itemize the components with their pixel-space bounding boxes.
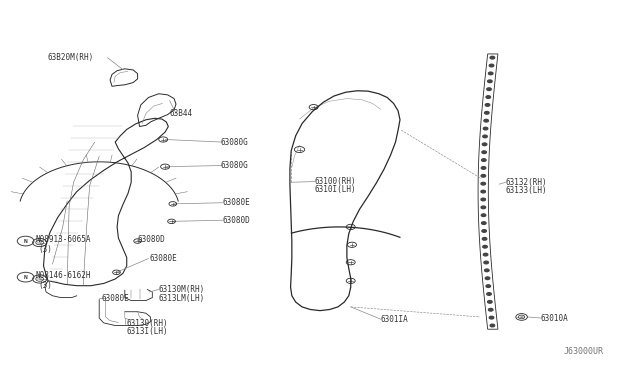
Circle shape <box>484 119 488 122</box>
Text: 63080G: 63080G <box>221 138 248 147</box>
Circle shape <box>487 88 492 90</box>
Circle shape <box>483 246 487 248</box>
Text: 6313I(LH): 6313I(LH) <box>127 327 168 336</box>
Text: 6301IA: 6301IA <box>381 315 408 324</box>
Text: 63B44: 63B44 <box>170 109 193 118</box>
Text: 63080E: 63080E <box>223 198 250 207</box>
Circle shape <box>490 56 495 59</box>
Circle shape <box>481 222 486 224</box>
Text: N: N <box>24 238 28 244</box>
Text: J63000UR: J63000UR <box>563 347 604 356</box>
Circle shape <box>488 72 493 75</box>
Text: (3): (3) <box>38 281 52 290</box>
Circle shape <box>483 143 487 145</box>
Text: 63080D: 63080D <box>138 235 165 244</box>
Circle shape <box>488 301 492 303</box>
Circle shape <box>481 198 486 201</box>
Circle shape <box>483 238 487 240</box>
Text: 6313LM(LH): 6313LM(LH) <box>159 294 205 303</box>
Text: 63132(RH): 63132(RH) <box>506 178 547 187</box>
Text: N08913-6065A: N08913-6065A <box>36 235 92 244</box>
Circle shape <box>486 285 490 288</box>
Circle shape <box>485 104 490 106</box>
Text: 63080E: 63080E <box>101 294 129 303</box>
Circle shape <box>488 308 493 311</box>
Text: 63100(RH): 63100(RH) <box>315 177 356 186</box>
Text: 63080D: 63080D <box>223 216 250 225</box>
Circle shape <box>490 316 494 319</box>
Circle shape <box>481 214 486 217</box>
Text: N08146-6162H: N08146-6162H <box>36 271 92 280</box>
Circle shape <box>481 206 486 209</box>
Circle shape <box>482 151 486 154</box>
Text: 63B20M(RH): 63B20M(RH) <box>48 53 94 62</box>
Circle shape <box>490 324 495 327</box>
Circle shape <box>482 230 486 232</box>
Text: 63130M(RH): 63130M(RH) <box>159 285 205 294</box>
Circle shape <box>490 64 494 67</box>
Text: 63133(LH): 63133(LH) <box>506 186 547 195</box>
Circle shape <box>484 269 489 272</box>
Circle shape <box>484 261 488 264</box>
Circle shape <box>487 293 492 295</box>
Circle shape <box>483 127 488 130</box>
Circle shape <box>481 182 486 185</box>
Text: 63080E: 63080E <box>149 254 177 263</box>
Circle shape <box>484 112 489 114</box>
Circle shape <box>481 190 486 193</box>
Circle shape <box>485 277 490 279</box>
Text: (3): (3) <box>38 245 52 254</box>
Text: 63130(RH): 63130(RH) <box>127 319 168 328</box>
Text: 63010A: 63010A <box>541 314 568 323</box>
Text: 6310I(LH): 6310I(LH) <box>315 185 356 194</box>
Circle shape <box>488 80 492 83</box>
Circle shape <box>481 167 486 169</box>
Text: N: N <box>24 275 28 280</box>
Circle shape <box>486 96 490 98</box>
Circle shape <box>483 135 487 138</box>
Text: 63080G: 63080G <box>221 161 248 170</box>
Circle shape <box>481 159 486 161</box>
Circle shape <box>483 253 488 256</box>
Circle shape <box>481 174 486 177</box>
